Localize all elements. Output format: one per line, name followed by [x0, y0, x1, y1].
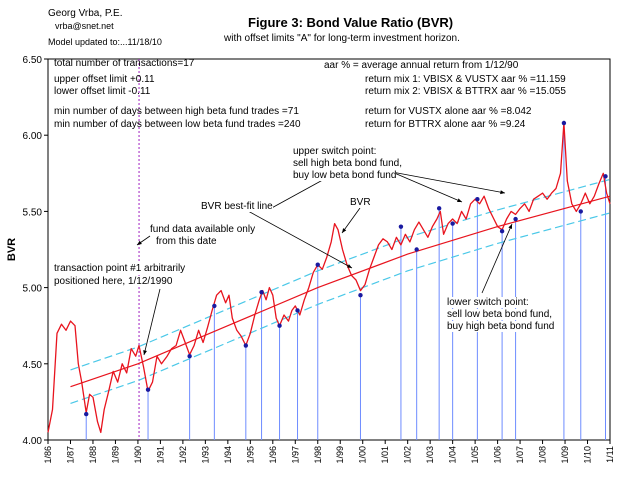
switch-point-marker — [295, 308, 300, 313]
model-updated: Model updated to:...11/18/10 — [48, 37, 162, 47]
y-axis-label: BVR — [6, 238, 18, 261]
switch-point-marker — [145, 387, 151, 392]
switch-point-marker — [450, 221, 455, 226]
annotation-bvr: BVR — [350, 197, 371, 208]
switch-point-marker — [243, 343, 249, 348]
annotation-arrowhead — [143, 350, 147, 355]
x-tick-label: 1/11 — [605, 446, 615, 463]
annotation-fund-data-1: fund data available only — [150, 224, 256, 235]
x-tick-label: 1/03 — [425, 446, 435, 464]
switch-point-marker — [358, 293, 363, 298]
x-tick-label: 1/09 — [560, 446, 570, 464]
y-tick-label: 5.00 — [23, 284, 43, 295]
y-tick-label: 4.00 — [23, 436, 43, 447]
author-name: Georg Vrba, P.E. — [48, 8, 123, 19]
annotation-transaction1-1: transaction point #1 arbitrarily — [54, 263, 186, 274]
annotation-upper-switch-2: sell high beta bond fund, — [293, 158, 402, 169]
switch-point-marker — [499, 229, 505, 234]
stat-transactions: total number of transactions=17 — [54, 58, 195, 69]
x-tick-label: 1/98 — [313, 446, 323, 464]
x-tick-label: 1/10 — [583, 446, 593, 464]
chart-title: Figure 3: Bond Value Ratio (BVR) — [248, 15, 454, 30]
x-tick-label: 1/94 — [223, 446, 233, 464]
annotation-arrowhead — [508, 224, 512, 229]
x-tick-label: 1/99 — [335, 446, 345, 464]
switch-point-marker — [187, 353, 192, 359]
x-tick-label: 1/88 — [88, 446, 98, 464]
lower-offset-line — [70, 212, 611, 404]
annotation-arrowhead — [457, 198, 462, 202]
switch-point-marker — [259, 289, 264, 295]
stat-bttrx-return: return for BTTRX alone aar % =9.24 — [365, 119, 526, 130]
x-tick-label: 1/07 — [515, 446, 525, 464]
annotation-arrowhead — [347, 264, 352, 268]
switch-point-marker — [212, 303, 217, 309]
upper-offset-line — [70, 178, 611, 371]
annotation-lower-switch-1: lower switch point: — [447, 297, 529, 308]
x-tick-label: 1/05 — [470, 446, 480, 464]
switch-point-marker — [603, 174, 608, 179]
x-tick-label: 1/04 — [448, 446, 458, 464]
switch-point-marker — [414, 247, 419, 252]
x-tick-label: 1/91 — [155, 446, 165, 464]
switch-point-marker — [84, 411, 89, 417]
x-tick-label: 1/87 — [65, 446, 75, 464]
chart-subtitle: with offset limits "A" for long-term inv… — [224, 33, 460, 44]
author-email: vrba@snet.net — [55, 21, 114, 31]
annotation-arrow — [143, 288, 161, 356]
annotation-lower-switch-2: sell low beta bond fund, — [447, 309, 553, 320]
annotation-fund-data-2: from this date — [156, 236, 217, 247]
annotation-arrow — [481, 223, 513, 294]
switch-point-marker — [475, 197, 480, 202]
y-tick-label: 5.50 — [23, 207, 43, 218]
annotation-arrowhead — [500, 190, 505, 195]
stat-min-days-low: min number of days between low beta fund… — [54, 119, 301, 130]
switch-point-marker — [398, 224, 404, 229]
x-tick-label: 1/93 — [200, 446, 210, 464]
annotation-arrow — [391, 171, 463, 203]
annotation-arrow — [267, 175, 331, 211]
switch-point-marker — [513, 216, 518, 222]
annotation-arrow — [341, 207, 361, 234]
annotation-best-fit: BVR best-fit line — [201, 201, 273, 212]
stat-aar-definition: aar % = average annual return from 1/12/… — [324, 60, 519, 71]
x-tick-label: 1/86 — [43, 446, 53, 464]
switch-point-marker — [561, 120, 567, 126]
annotation-arrowhead — [342, 228, 347, 233]
x-tick-label: 1/01 — [380, 446, 390, 464]
stat-upper-offset: upper offset limit +0.11 — [54, 74, 155, 85]
x-tick-label: 1/00 — [358, 446, 368, 464]
annotation-upper-switch-1: upper switch point: — [293, 146, 377, 157]
x-tick-label: 1/97 — [290, 446, 300, 464]
stat-vustx-return: return for VUSTX alone aar % =8.042 — [365, 106, 532, 117]
x-tick-label: 1/89 — [110, 446, 120, 464]
x-tick-label: 1/06 — [493, 446, 503, 464]
switch-point-marker — [315, 262, 320, 267]
annotation-transaction1-2: positioned here, 1/12/1990 — [54, 276, 173, 287]
annotation-arrowhead — [137, 240, 142, 245]
switch-point-marker — [578, 209, 583, 214]
x-tick-label: 1/95 — [245, 446, 255, 464]
stat-mix1-return: return mix 1: VBISX & VUSTX aar % =11.15… — [365, 74, 566, 85]
switch-point-marker — [436, 206, 442, 211]
bvr-series-line — [47, 122, 611, 434]
stat-lower-offset: lower offset limit -0.11 — [54, 86, 151, 97]
y-tick-label: 6.50 — [23, 55, 43, 66]
switch-point-marker — [277, 323, 282, 328]
x-tick-label: 1/92 — [178, 446, 188, 464]
y-tick-label: 6.00 — [23, 131, 43, 142]
y-tick-label: 4.50 — [23, 360, 43, 371]
x-tick-label: 1/02 — [403, 446, 413, 464]
x-tick-label: 1/96 — [268, 446, 278, 464]
annotation-arrow — [247, 210, 353, 269]
stat-mix2-return: return mix 2: VBISX & BTTRX aar % =15.05… — [365, 86, 566, 97]
stat-min-days-high: min number of days between high beta fun… — [54, 106, 299, 117]
x-tick-label: 1/90 — [133, 446, 143, 464]
annotation-arrow — [391, 171, 506, 194]
x-tick-label: 1/08 — [538, 446, 548, 464]
annotation-upper-switch-3: buy low beta bond fund — [293, 170, 397, 181]
annotation-lower-switch-3: buy high beta bond fund — [447, 321, 555, 332]
